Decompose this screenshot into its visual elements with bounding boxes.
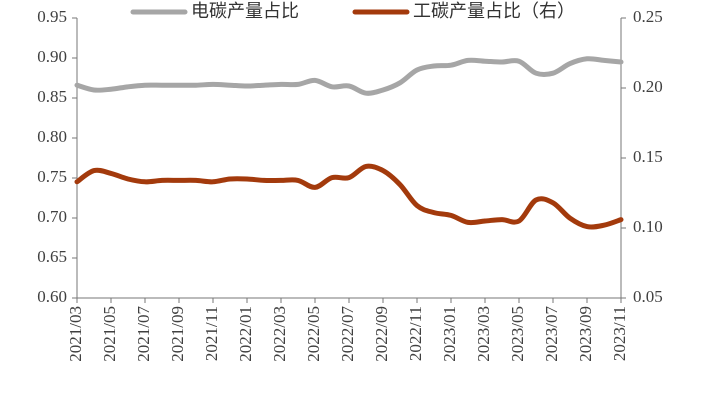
y2-tick-label: 0.20 <box>633 77 663 96</box>
x-tick-label: 2023/11 <box>610 306 629 361</box>
x-tick-label: 2022/11 <box>406 306 425 361</box>
y-tick-label: 0.70 <box>37 207 67 226</box>
x-tick-label: 2022/09 <box>372 306 391 362</box>
series-line <box>74 56 624 96</box>
series-line <box>74 163 624 230</box>
y-tick-label: 0.95 <box>37 7 67 26</box>
y-tick-label: 0.80 <box>37 127 67 146</box>
y2-tick-label: 0.05 <box>633 287 663 306</box>
y2-tick-label: 0.25 <box>633 7 663 26</box>
x-tick-label: 2021/05 <box>100 306 119 362</box>
y-tick-label: 0.75 <box>37 167 67 186</box>
x-tick-label: 2023/07 <box>542 306 561 362</box>
x-tick-label: 2023/01 <box>440 306 459 362</box>
y2-tick-label: 0.10 <box>633 217 663 236</box>
x-tick-label: 2023/09 <box>576 306 595 362</box>
x-tick-label: 2021/09 <box>168 306 187 362</box>
x-tick-label: 2022/07 <box>338 306 357 362</box>
x-tick-label: 2022/01 <box>236 306 255 362</box>
y-tick-label: 0.90 <box>37 47 67 66</box>
y-tick-label: 0.60 <box>37 287 67 306</box>
x-tick-label: 2021/11 <box>202 306 221 361</box>
x-tick-label: 2021/07 <box>134 306 153 362</box>
y2-tick-label: 0.15 <box>633 147 663 166</box>
y-tick-label: 0.65 <box>37 247 67 266</box>
x-tick-label: 2023/05 <box>508 306 527 362</box>
x-tick-label: 2022/05 <box>304 306 323 362</box>
x-tick-label: 2021/03 <box>66 306 85 362</box>
legend-label: 工碳产量占比（右） <box>413 1 575 22</box>
x-tick-label: 2023/03 <box>474 306 493 362</box>
legend-label: 电碳产量占比 <box>191 1 299 22</box>
y-tick-label: 0.85 <box>37 87 67 106</box>
x-tick-label: 2022/03 <box>270 306 289 362</box>
